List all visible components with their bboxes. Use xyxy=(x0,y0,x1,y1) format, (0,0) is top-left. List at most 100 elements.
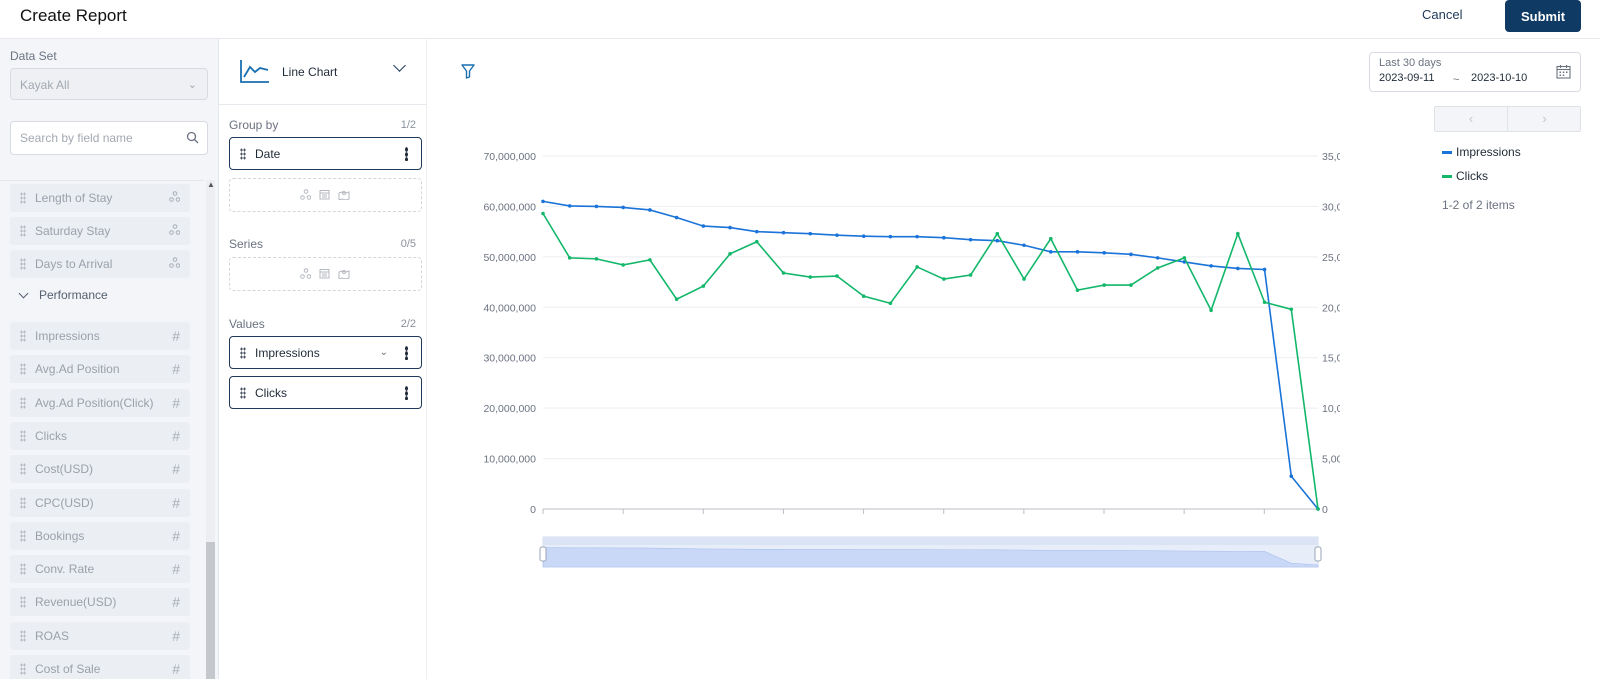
more-options-icon[interactable] xyxy=(405,386,408,400)
data-point-impressions[interactable] xyxy=(942,235,946,240)
data-point-clicks[interactable] xyxy=(567,256,572,260)
data-point-impressions[interactable] xyxy=(861,234,866,238)
data-point-impressions[interactable] xyxy=(781,230,786,235)
data-point-clicks[interactable] xyxy=(942,277,946,281)
data-point-clicks[interactable] xyxy=(1129,283,1133,287)
data-point-clicks[interactable] xyxy=(1102,283,1107,287)
drag-handle-icon[interactable] xyxy=(20,330,26,342)
data-point-clicks[interactable] xyxy=(674,297,679,302)
data-point-clicks[interactable] xyxy=(1209,308,1213,313)
scrollbar-thumb[interactable] xyxy=(206,542,215,679)
data-point-clicks[interactable] xyxy=(621,263,625,267)
drag-handle-icon[interactable] xyxy=(20,563,26,576)
group-by-item-date[interactable]: Date xyxy=(229,137,422,170)
data-point-impressions[interactable] xyxy=(567,204,572,208)
date-range-end[interactable]: 2023-10-10 xyxy=(1471,72,1528,84)
performance-group-toggle[interactable]: Performance xyxy=(18,288,108,302)
line-chart[interactable]: 0 10,000,000 20,000,000 30,000,000 40,000,00… xyxy=(0,0,1340,600)
range-slider-bar[interactable] xyxy=(543,537,1318,545)
drag-handle-icon[interactable] xyxy=(20,629,26,642)
data-point-impressions[interactable] xyxy=(1209,264,1213,268)
values-item-clicks[interactable]: Clicks xyxy=(229,376,422,409)
data-point-clicks[interactable] xyxy=(1155,266,1160,270)
data-point-clicks[interactable] xyxy=(915,265,919,269)
data-point-clicks[interactable] xyxy=(1289,307,1294,312)
data-point-impressions[interactable] xyxy=(728,225,732,230)
field-list-scrollbar[interactable]: ▲ xyxy=(206,180,215,679)
chart-type-selector[interactable]: Line Chart xyxy=(219,39,427,105)
submit-button[interactable]: Submit xyxy=(1505,0,1581,32)
field-list[interactable]: Performance Length of Stay Saturday Stay D… xyxy=(0,180,204,679)
drag-handle-icon[interactable] xyxy=(20,429,26,442)
data-point-impressions[interactable] xyxy=(541,199,545,204)
data-point-clicks[interactable] xyxy=(1236,231,1240,236)
field-item[interactable]: Avg.Ad Position(Click) # xyxy=(10,388,190,417)
data-point-impressions[interactable] xyxy=(835,233,839,237)
data-point-clicks[interactable] xyxy=(1182,256,1187,260)
drag-handle-icon[interactable] xyxy=(20,192,26,204)
data-point-clicks[interactable] xyxy=(541,211,545,216)
more-options-icon[interactable] xyxy=(405,147,408,161)
field-item[interactable]: Length of Stay xyxy=(10,184,190,212)
range-slider-handle-left[interactable] xyxy=(539,546,547,562)
drag-handle-icon[interactable] xyxy=(20,258,26,270)
data-point-clicks[interactable] xyxy=(754,239,759,244)
more-options-icon[interactable] xyxy=(405,346,408,360)
date-range-start[interactable]: 2023-09-11 xyxy=(1379,72,1435,84)
data-point-clicks[interactable] xyxy=(1262,300,1267,305)
data-point-impressions[interactable] xyxy=(1075,250,1080,254)
data-point-impressions[interactable] xyxy=(701,224,706,228)
field-item[interactable]: Revenue(USD) # xyxy=(10,588,190,617)
drag-handle-icon[interactable] xyxy=(20,396,26,409)
drag-handle-icon[interactable] xyxy=(240,387,246,399)
data-point-clicks[interactable] xyxy=(968,273,973,277)
data-point-impressions[interactable] xyxy=(968,237,973,242)
sort-icon[interactable]: ⌄ xyxy=(379,347,388,358)
field-search[interactable] xyxy=(10,121,208,155)
data-point-impressions[interactable] xyxy=(1048,250,1053,254)
date-range-picker[interactable]: Last 30 days 2023-09-11 ~ 2023-10-10 xyxy=(1369,52,1581,92)
field-item[interactable]: Conv. Rate # xyxy=(10,555,190,584)
range-slider-handle-right[interactable] xyxy=(1314,546,1322,562)
data-point-clicks[interactable] xyxy=(835,274,839,278)
field-item[interactable]: Avg.Ad Position # xyxy=(10,355,190,384)
field-item[interactable]: Impressions # xyxy=(10,322,190,350)
data-point-impressions[interactable] xyxy=(888,234,893,239)
series-line-impressions[interactable] xyxy=(542,200,1319,510)
data-point-impressions[interactable] xyxy=(594,204,599,209)
drag-handle-icon[interactable] xyxy=(240,148,246,160)
field-item[interactable]: Clicks # xyxy=(10,421,190,450)
field-item[interactable]: Days to Arrival xyxy=(10,250,190,278)
data-point-impressions[interactable] xyxy=(1289,474,1294,479)
data-point-clicks[interactable] xyxy=(781,271,786,275)
field-item[interactable]: CPC(USD) # xyxy=(10,488,190,517)
data-point-clicks[interactable] xyxy=(861,294,866,298)
drag-handle-icon[interactable] xyxy=(20,596,26,609)
data-point-impressions[interactable] xyxy=(1102,251,1107,255)
scroll-up-icon[interactable]: ▲ xyxy=(207,180,215,189)
field-item[interactable]: Cost(USD) # xyxy=(10,455,190,484)
values-item-impressions[interactable]: Impressions ⌄ xyxy=(229,336,422,369)
data-point-impressions[interactable] xyxy=(648,208,652,212)
series-line-clicks[interactable] xyxy=(542,213,1319,510)
chevron-right-icon[interactable]: › xyxy=(1542,111,1547,126)
data-point-impressions[interactable] xyxy=(674,215,679,220)
drag-handle-icon[interactable] xyxy=(20,663,26,675)
drag-handle-icon[interactable] xyxy=(240,347,246,359)
drag-handle-icon[interactable] xyxy=(20,463,26,476)
field-item[interactable]: Cost of Sale # xyxy=(10,655,190,679)
drag-handle-icon[interactable] xyxy=(20,225,26,237)
data-point-clicks[interactable] xyxy=(1316,507,1320,511)
data-point-impressions[interactable] xyxy=(808,231,813,236)
data-point-impressions[interactable] xyxy=(1236,266,1240,271)
dataset-select[interactable]: Kayak All ⌄ xyxy=(10,68,208,100)
data-point-clicks[interactable] xyxy=(728,252,732,256)
series-dropzone[interactable] xyxy=(229,257,422,291)
filter-icon[interactable] xyxy=(461,64,475,79)
data-point-clicks[interactable] xyxy=(648,258,652,262)
field-item[interactable]: ROAS # xyxy=(10,621,190,650)
data-point-clicks[interactable] xyxy=(995,231,1000,236)
data-point-impressions[interactable] xyxy=(1129,252,1133,257)
data-point-clicks[interactable] xyxy=(594,257,599,261)
data-point-clicks[interactable] xyxy=(1022,277,1026,281)
